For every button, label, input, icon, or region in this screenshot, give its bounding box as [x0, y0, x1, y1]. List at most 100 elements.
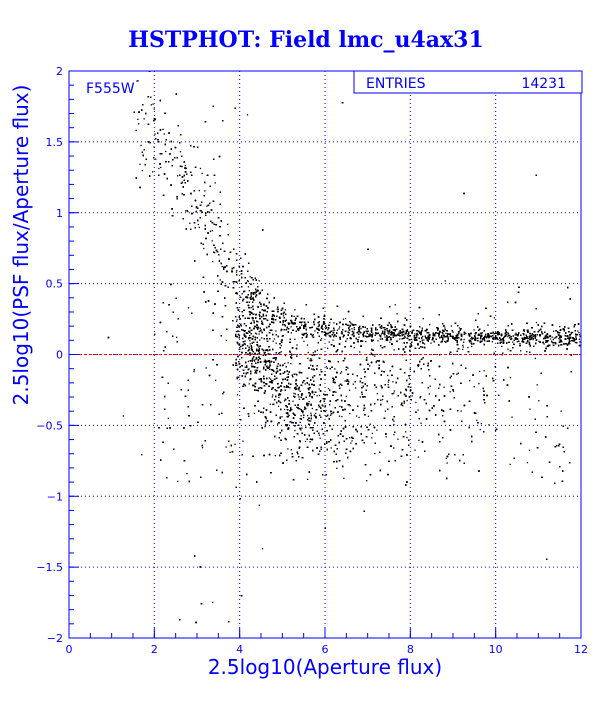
data-point — [271, 396, 273, 398]
data-point — [535, 321, 538, 324]
data-point — [167, 417, 169, 419]
data-point — [370, 352, 372, 354]
data-point — [334, 368, 336, 370]
data-point — [462, 348, 464, 351]
data-point — [422, 318, 424, 320]
data-point — [258, 504, 260, 506]
data-point — [179, 151, 182, 153]
data-point — [218, 259, 221, 262]
data-point — [242, 440, 244, 442]
data-point — [253, 385, 256, 387]
data-point — [388, 330, 390, 332]
data-point — [479, 370, 481, 373]
data-point — [198, 189, 200, 192]
data-point — [208, 211, 211, 213]
data-point — [577, 330, 579, 332]
data-point — [303, 408, 306, 410]
data-point — [575, 336, 577, 338]
data-point — [536, 384, 538, 386]
data-point — [307, 351, 309, 354]
data-point — [273, 338, 276, 340]
data-point — [287, 413, 289, 415]
data-point — [384, 336, 386, 338]
data-point — [362, 336, 365, 338]
data-point — [336, 467, 338, 469]
data-point — [452, 390, 455, 392]
data-point — [318, 434, 320, 436]
data-point — [251, 292, 253, 294]
data-point — [283, 419, 286, 422]
data-point — [480, 422, 482, 425]
data-point — [259, 291, 261, 293]
data-point — [308, 423, 311, 426]
data-point — [509, 463, 511, 466]
data-point — [406, 329, 409, 331]
data-point — [312, 352, 314, 354]
data-point — [406, 399, 408, 402]
data-point — [321, 337, 323, 340]
data-point — [325, 409, 327, 412]
data-point — [225, 446, 227, 448]
data-point — [347, 367, 349, 369]
data-point — [328, 341, 330, 343]
data-point — [294, 393, 296, 395]
data-point — [473, 329, 475, 331]
data-point — [417, 456, 420, 458]
data-point — [514, 334, 516, 336]
data-point — [457, 334, 459, 337]
data-point — [176, 336, 178, 338]
data-point — [488, 335, 490, 337]
data-point — [280, 340, 282, 343]
data-point — [218, 260, 220, 262]
data-point — [137, 80, 139, 82]
data-point — [358, 336, 360, 338]
data-point — [307, 357, 309, 359]
data-point — [511, 338, 513, 340]
data-point — [374, 452, 376, 455]
data-point — [332, 339, 334, 341]
data-point — [251, 358, 253, 360]
data-point — [350, 442, 352, 444]
data-point — [181, 181, 184, 183]
data-point — [249, 379, 251, 381]
data-point — [152, 103, 154, 105]
data-point — [291, 409, 293, 411]
data-point — [462, 346, 464, 348]
data-point — [522, 339, 524, 341]
data-point — [252, 296, 254, 299]
data-point — [260, 305, 262, 307]
data-point — [260, 329, 262, 331]
data-point — [394, 304, 396, 306]
data-point — [471, 343, 473, 345]
data-point — [439, 331, 442, 333]
data-point — [122, 415, 124, 417]
data-point — [298, 398, 301, 400]
data-point — [286, 327, 288, 329]
data-point — [572, 331, 574, 334]
data-point — [511, 416, 513, 418]
data-point — [507, 348, 509, 350]
data-point — [348, 326, 350, 328]
data-point — [280, 344, 282, 347]
data-point — [423, 343, 426, 345]
data-point — [295, 373, 297, 375]
data-point — [560, 336, 562, 339]
data-point — [225, 339, 227, 342]
data-point — [258, 352, 260, 355]
data-point — [307, 414, 309, 417]
data-point — [153, 146, 155, 148]
data-point — [325, 328, 327, 330]
data-point — [534, 357, 536, 360]
data-point — [415, 401, 417, 404]
data-point — [352, 383, 354, 385]
data-point — [417, 409, 419, 411]
data-point — [396, 313, 398, 315]
data-point — [264, 351, 266, 353]
data-point — [261, 548, 264, 550]
data-point — [177, 480, 179, 483]
data-point — [574, 341, 577, 344]
data-point — [141, 454, 143, 456]
data-point — [287, 322, 289, 324]
data-point — [248, 368, 250, 370]
